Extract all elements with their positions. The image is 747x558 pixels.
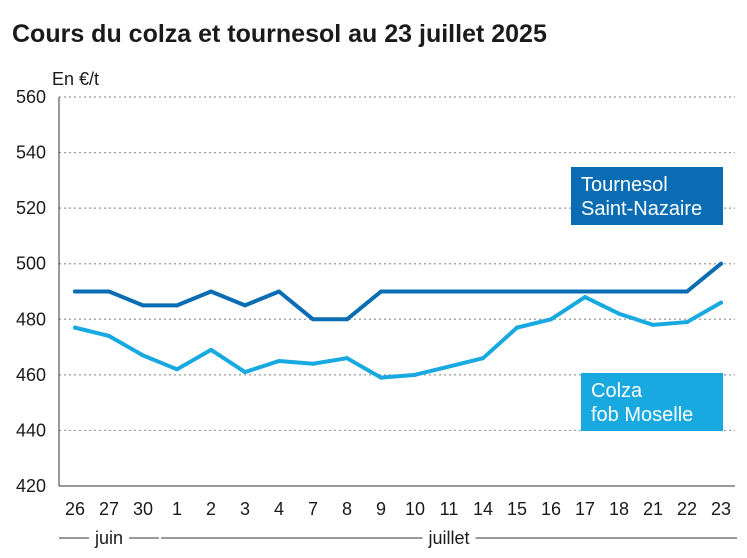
series-line (73, 295, 723, 380)
y-tick-label: 560 (16, 87, 46, 107)
data-point (243, 303, 247, 308)
y-tick-label: 460 (16, 365, 46, 385)
month-label: juin (94, 528, 123, 548)
data-point (651, 289, 655, 294)
series-label-box (581, 373, 723, 431)
data-point (379, 375, 383, 380)
data-point (73, 289, 77, 294)
data-point (515, 325, 519, 330)
x-tick-label: 18 (609, 499, 629, 519)
x-tick-label: 17 (575, 499, 595, 519)
month-labels: juin juillet (59, 528, 737, 548)
series-label-text: Tournesol (581, 174, 668, 196)
data-point (141, 353, 145, 358)
data-point (209, 289, 213, 294)
data-point (243, 370, 247, 375)
x-tick-label: 21 (643, 499, 663, 519)
data-point (107, 333, 111, 338)
data-point (413, 289, 417, 294)
x-tick-label: 7 (308, 499, 318, 519)
data-point (345, 317, 349, 322)
x-tick-label: 22 (677, 499, 697, 519)
x-tick-label: 4 (274, 499, 284, 519)
x-tick-label: 10 (405, 499, 425, 519)
data-point (311, 361, 315, 366)
data-point (311, 317, 315, 322)
series-label-box (571, 167, 723, 225)
x-tick-label: 1 (172, 499, 182, 519)
chart-title: Cours du colza et tournesol au 23 juille… (12, 20, 547, 48)
x-tick-label: 23 (711, 499, 731, 519)
data-point (175, 303, 179, 308)
series-label-text: Colza (591, 380, 643, 402)
data-point (345, 356, 349, 361)
y-tick-label: 540 (16, 143, 46, 163)
x-tick-label: 2 (206, 499, 216, 519)
x-tick-label: 27 (99, 499, 119, 519)
data-point (719, 300, 723, 305)
x-tick-label: 11 (440, 499, 459, 519)
x-tick-label: 16 (541, 499, 561, 519)
data-point (651, 322, 655, 327)
x-tick-label: 3 (240, 499, 250, 519)
series-label-text: fob Moselle (591, 404, 693, 426)
month-label: juillet (427, 528, 469, 548)
data-point (141, 303, 145, 308)
x-tick-label: 14 (473, 499, 493, 519)
data-point (583, 289, 587, 294)
data-point (481, 289, 485, 294)
y-tick-label: 520 (16, 198, 46, 218)
data-point (209, 347, 213, 352)
y-tick-label: 420 (16, 476, 46, 496)
y-tick-label: 480 (16, 309, 46, 329)
data-point (379, 289, 383, 294)
data-point (617, 289, 621, 294)
data-point (685, 289, 689, 294)
x-tick-label: 30 (133, 499, 153, 519)
data-point (413, 372, 417, 377)
y-unit-label: En €/t (52, 69, 99, 89)
data-point (73, 325, 77, 330)
data-point (277, 358, 281, 363)
series-lines (73, 261, 723, 380)
data-point (277, 289, 281, 294)
y-axis-ticks: 420 440 460 480 500 520 540 560 (16, 87, 46, 496)
x-tick-label: 9 (376, 499, 386, 519)
data-point (617, 311, 621, 316)
data-point (583, 295, 587, 300)
data-point (175, 367, 179, 372)
data-point (447, 289, 451, 294)
data-point (481, 356, 485, 361)
x-tick-label: 8 (342, 499, 352, 519)
y-tick-label: 500 (16, 254, 46, 274)
data-point (685, 320, 689, 325)
data-point (549, 289, 553, 294)
data-point (515, 289, 519, 294)
data-point (549, 317, 553, 322)
data-point (719, 261, 723, 266)
data-point (107, 289, 111, 294)
x-tick-label: 15 (507, 499, 527, 519)
x-tick-label: 26 (65, 499, 85, 519)
y-tick-label: 440 (16, 420, 46, 440)
data-point (447, 364, 451, 369)
x-axis-ticks: 26 27 30 1 2 3 4 7 8 9 10 11 14 15 16 17 18 21 22 23 (65, 499, 731, 519)
series-line (73, 261, 723, 322)
series-label-text: Saint-Nazaire (581, 198, 702, 220)
